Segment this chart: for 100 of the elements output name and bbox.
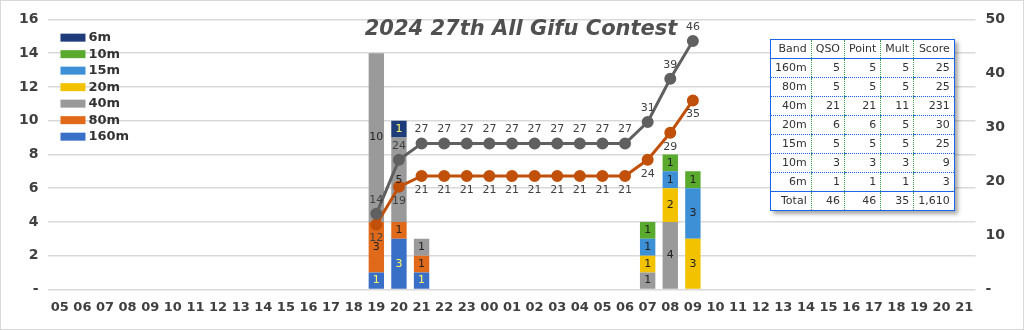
category-label: QSO bbox=[811, 39, 845, 59]
x-tick-label: 17 bbox=[864, 298, 883, 314]
x-tick-label: 00 bbox=[480, 298, 499, 314]
data-label: 21 bbox=[572, 182, 587, 196]
data-label: 31 bbox=[640, 100, 655, 114]
y-tick-label: 8 bbox=[28, 145, 39, 162]
text: Band bbox=[770, 39, 812, 59]
x-tick-label: 08 bbox=[661, 298, 680, 314]
y-tick-label: 4 bbox=[28, 212, 39, 229]
x-tick-label: 18 bbox=[887, 298, 906, 314]
chart-title: 2024 27th All Gifu Contest bbox=[364, 16, 679, 41]
data-label: 24 bbox=[640, 166, 655, 180]
category-label: 20m bbox=[782, 118, 807, 131]
x-tick-label: 06 bbox=[73, 298, 92, 314]
legend-label: 20m bbox=[88, 78, 121, 94]
x-tick-label: 21 bbox=[955, 298, 974, 314]
x-tick-label: 06 bbox=[616, 298, 635, 314]
data-label: 1 bbox=[418, 256, 426, 270]
category-label: 80m bbox=[782, 80, 807, 93]
text: 25 bbox=[935, 61, 950, 74]
legend-label: 40m bbox=[88, 95, 121, 111]
x-tick-label: 03 bbox=[548, 298, 567, 314]
category-label: 11 bbox=[895, 99, 910, 112]
x-tick-label: 10 bbox=[163, 298, 182, 314]
x-tick-label: 15 bbox=[819, 298, 838, 314]
x-tick-label: 07 bbox=[638, 298, 657, 314]
text: 5 bbox=[902, 118, 910, 131]
data-label: 4 bbox=[666, 248, 674, 262]
text: 5 bbox=[869, 61, 877, 74]
data-label: 3 bbox=[689, 256, 697, 270]
data-label: 21 bbox=[595, 182, 610, 196]
category-label: Mult bbox=[880, 39, 914, 59]
text: 5 bbox=[833, 137, 841, 150]
x-tick-label: 22 bbox=[435, 298, 454, 314]
x-tick-label: 19 bbox=[367, 298, 386, 314]
y-tick-label: 2 bbox=[28, 246, 39, 263]
data-label: 1 bbox=[644, 240, 652, 254]
x-tick-label: 23 bbox=[457, 298, 476, 314]
text: 5 bbox=[833, 80, 841, 93]
text: 6 bbox=[869, 118, 877, 131]
text: 5 bbox=[869, 80, 877, 93]
x-tick-label: 15 bbox=[276, 298, 295, 314]
data-label: 3 bbox=[395, 256, 403, 270]
x-tick-label: 21 bbox=[412, 298, 431, 314]
x-tick-label: 11 bbox=[186, 298, 205, 314]
text: 25 bbox=[935, 137, 950, 150]
category-label: 21 bbox=[862, 99, 877, 112]
x-tick-label: 19 bbox=[909, 298, 929, 314]
category-label: 40m bbox=[782, 99, 807, 112]
data-label: 21 bbox=[505, 182, 519, 196]
data-label: 3 bbox=[689, 206, 697, 220]
text: 3 bbox=[902, 156, 910, 169]
data-label: 27 bbox=[572, 122, 587, 136]
data-label: 21 bbox=[482, 182, 497, 196]
x-tick-label: 20 bbox=[389, 298, 408, 314]
data-label: 1 bbox=[395, 121, 403, 135]
y2-tick-label: 10 bbox=[985, 226, 1006, 243]
text: 1,610 bbox=[918, 194, 950, 207]
x-tick-label: 05 bbox=[50, 298, 69, 314]
y2-tick-label: 20 bbox=[985, 172, 1006, 189]
text: 5 bbox=[902, 137, 910, 150]
x-tick-label: 04 bbox=[570, 298, 589, 314]
data-label: 1 bbox=[395, 223, 403, 237]
data-label: 21 bbox=[527, 182, 542, 196]
data-label: 14 bbox=[369, 192, 384, 206]
legend-label: 6m bbox=[88, 29, 112, 45]
x-tick-label: 14 bbox=[254, 298, 273, 314]
data-label: 27 bbox=[482, 122, 497, 136]
data-label: 27 bbox=[527, 122, 542, 136]
x-tick-label: 09 bbox=[683, 298, 702, 314]
text: 3 bbox=[869, 156, 877, 169]
y-tick-label: 6 bbox=[28, 178, 39, 195]
x-tick-label: 05 bbox=[593, 298, 612, 314]
data-label: 1 bbox=[644, 223, 652, 237]
data-label: 21 bbox=[459, 182, 474, 196]
x-tick-label: 17 bbox=[322, 298, 341, 314]
x-tick-label: 09 bbox=[141, 298, 160, 314]
x-tick-label: 16 bbox=[842, 298, 861, 314]
data-label: 21 bbox=[618, 182, 633, 196]
legend-label: 160m bbox=[88, 128, 130, 144]
data-label: 29 bbox=[663, 139, 678, 153]
category-label: Score bbox=[913, 39, 955, 59]
text: 5 bbox=[902, 61, 910, 74]
y-tick-label: 16 bbox=[19, 10, 39, 27]
data-label: 46 bbox=[685, 19, 700, 33]
y2-tick-label: - bbox=[985, 280, 992, 297]
text: 3 bbox=[833, 156, 841, 169]
category-label: Point bbox=[844, 39, 881, 59]
data-label: 10 bbox=[369, 130, 384, 144]
text: 5 bbox=[869, 137, 877, 150]
x-tick-label: 12 bbox=[209, 298, 228, 314]
y-tick-label: 14 bbox=[19, 43, 39, 60]
text: 25 bbox=[935, 80, 950, 93]
category-label: 10m bbox=[782, 156, 807, 169]
x-tick-label: 08 bbox=[118, 298, 137, 314]
text: 5 bbox=[902, 80, 910, 93]
text: 30 bbox=[935, 118, 950, 131]
data-label: 27 bbox=[618, 122, 633, 136]
data-label: 1 bbox=[644, 256, 652, 270]
x-tick-label: 02 bbox=[525, 298, 544, 314]
